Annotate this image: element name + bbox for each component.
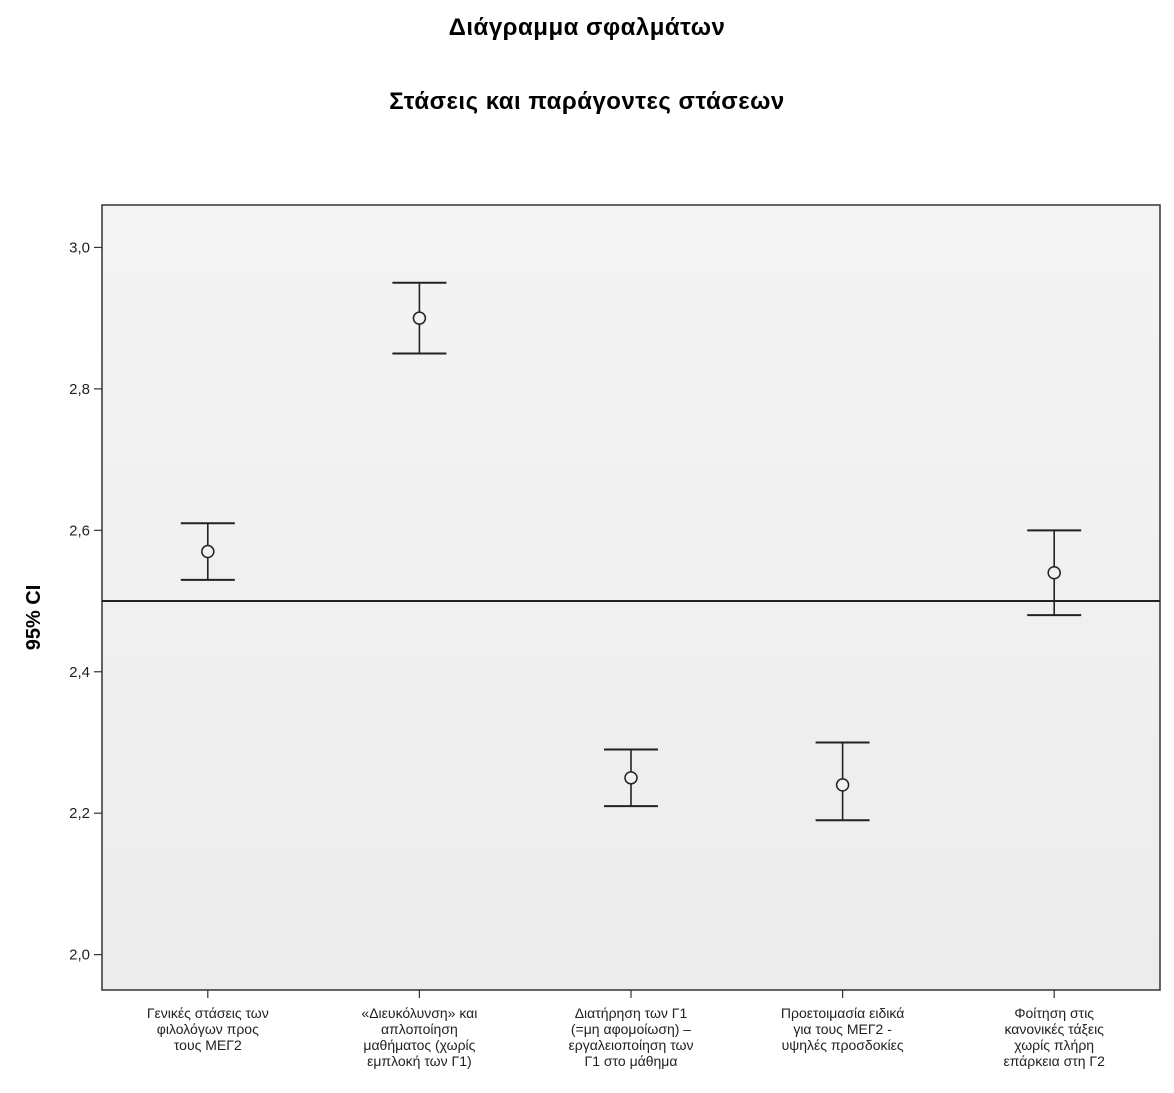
x-category-label-line: «Διευκόλυνση» και (361, 1005, 477, 1021)
mean-point (201, 544, 215, 559)
y-tick-label: 2,2 (69, 805, 90, 822)
x-category-label-line: Γ1 στο μάθημα (585, 1053, 678, 1069)
x-category-label-line: απλοποίηση (381, 1021, 458, 1037)
error-bar (604, 748, 658, 808)
x-category-label-line: μαθήματος (χωρίς (363, 1037, 475, 1053)
x-category-label: Φοίτηση στις κανονικές τάξεις χωρίς πλήρη ε… (1003, 1005, 1105, 1069)
mean-point (1047, 565, 1061, 580)
plot-area (101, 204, 1161, 991)
error-bar (1027, 529, 1082, 617)
x-category-label-line: τους ΜΕΓ2 (174, 1037, 242, 1053)
y-tick-label: 2,6 (69, 522, 90, 539)
y-tick-label: 2,8 (69, 381, 90, 398)
x-category-label-line: Φοίτηση στις (1014, 1005, 1094, 1021)
y-tick-label: 3,0 (69, 239, 90, 256)
x-category-label-line: επάρκεια στη Γ2 (1003, 1053, 1105, 1069)
x-category-label: Προετοιμασία ειδικά για τους ΜΕΓ2 -υψηλές… (781, 1005, 904, 1053)
x-category-label-line: Γενικές στάσεις των (147, 1005, 269, 1021)
x-category-label-line: Διατήρηση των Γ1 (575, 1005, 688, 1021)
y-axis: 2,0 2,2 2,4 2,6 2,8 3,0 (69, 239, 102, 964)
y-tick-label: 2,4 (69, 664, 90, 681)
chart-subtitle: Στάσεις και παράγοντες στάσεων (389, 88, 785, 115)
chart-title: Διάγραμμα σφαλμάτων (448, 14, 726, 41)
y-axis-label: 95% CI (23, 585, 45, 651)
y-tick-label: 2,0 (69, 947, 90, 964)
x-category-label-line: εργαλειοποίηση των (569, 1037, 694, 1053)
error-bar (180, 522, 235, 581)
mean-point (835, 778, 850, 792)
x-category-label-line: φιλολόγων προς (157, 1021, 259, 1037)
x-category-label: Γενικές στάσεις των φιλολόγων προς τους ΜΕ… (147, 1005, 269, 1053)
x-category-label-line: για τους ΜΕΓ2 - (793, 1021, 892, 1037)
error-bars (180, 281, 1082, 822)
x-category-label: «Διευκόλυνση» και απλοποίηση μαθήματος (χω… (361, 1005, 477, 1069)
error-bar (815, 741, 870, 822)
mean-point (412, 311, 427, 325)
x-axis: Γενικές στάσεις των φιλολόγων προς τους ΜΕ… (147, 990, 1105, 1069)
x-category-label-line: χωρίς πλήρη (1014, 1037, 1094, 1053)
mean-point (624, 771, 638, 785)
x-category-label-line: υψηλές προσδοκίες (782, 1037, 904, 1053)
x-category-label-line: κανονικές τάξεις (1004, 1021, 1104, 1037)
x-category-label-line: εμπλοκή των Γ1) (367, 1053, 472, 1069)
error-bar (392, 281, 447, 355)
x-category-label-line: (=μη αφομοίωση) – (571, 1021, 691, 1037)
x-category-label-line: Προετοιμασία ειδικά (781, 1005, 904, 1021)
x-category-label: Διατήρηση των Γ1 (=μη αφομοίωση) – εργαλει… (569, 1005, 694, 1069)
